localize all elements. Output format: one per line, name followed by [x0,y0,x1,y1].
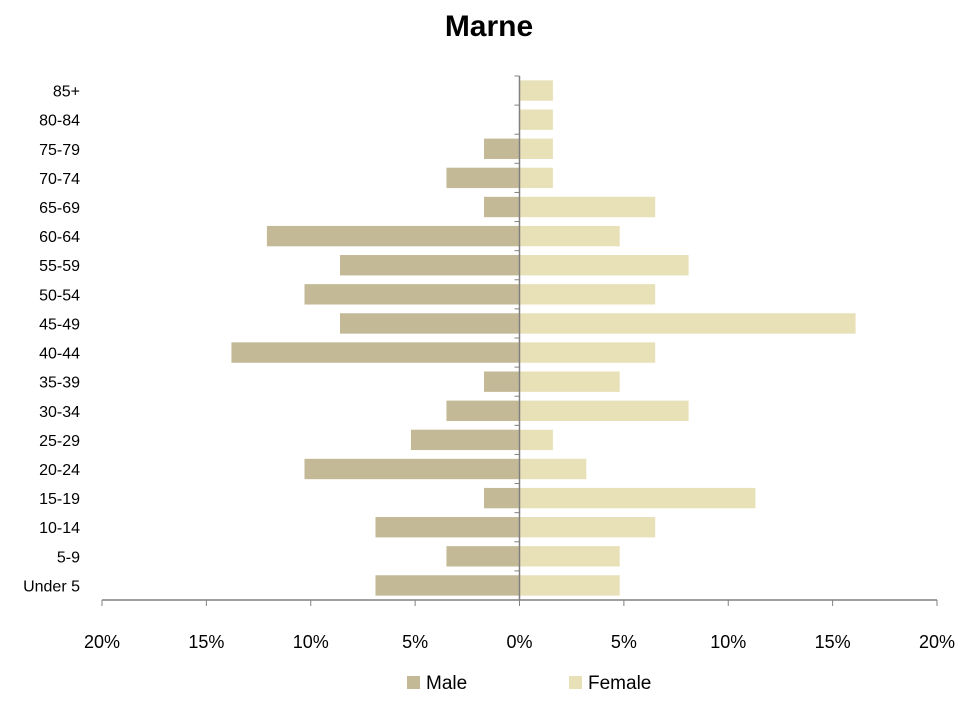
male-legend-swatch [407,676,420,689]
male-bar [304,284,520,305]
female-bar [519,167,553,189]
male-bar [339,313,520,334]
legend: Male Female [407,673,651,694]
female-bar [519,80,553,101]
y-tick-label: 30-34 [39,404,80,421]
female-legend-label: Female [588,673,651,694]
male-bar [484,196,520,218]
chart-title: Marne [445,10,533,43]
y-tick-label: 50-54 [39,287,80,304]
y-tick-label: 85+ [53,84,80,101]
male-bar [339,255,520,276]
male-bar [484,138,520,159]
x-tick-label: 5% [402,632,428,652]
female-legend-swatch [569,676,582,689]
female-bar [519,342,656,363]
male-bar [231,342,520,363]
female-bar [519,371,620,392]
female-bar [519,458,587,480]
x-tick-label: 0% [506,632,532,652]
female-bar [519,109,553,130]
y-tick-label: 75-79 [39,142,80,159]
female-bar [519,284,656,305]
y-tick-label: 80-84 [39,113,80,130]
axis-layer: Under 5 5-9 10-14 15-19 20-24 25-29 30-34 35-39… [23,75,955,652]
bars-layer [231,80,856,596]
x-tick-label: 10% [293,632,329,652]
female-bar [519,313,856,334]
y-tick-label: 65-69 [39,200,80,217]
y-tick-label: 20-24 [39,462,80,479]
female-bar [519,429,553,451]
female-bar [519,517,656,538]
y-tick-label: 45-49 [39,316,80,333]
x-tick-label: 15% [188,632,224,652]
female-bar [519,546,620,567]
y-tick-label: 35-39 [39,375,80,392]
x-tick-label: 20% [919,632,955,652]
male-bar [484,487,520,509]
x-tick-label: 5% [611,632,637,652]
female-bar [519,196,656,218]
x-tick-label: 20% [84,632,120,652]
male-bar [375,517,520,538]
male-bar [484,371,520,392]
female-bar [519,400,689,421]
male-bar [446,400,520,421]
female-bar [519,225,620,247]
y-tick-label: 55-59 [39,258,80,275]
x-tick-label: 15% [815,632,851,652]
male-bar [446,546,520,567]
female-bar [519,255,689,276]
female-bar [519,487,756,509]
male-bar [375,575,520,596]
y-tick-label: 40-44 [39,346,80,363]
male-legend-label: Male [426,673,467,694]
male-bar [446,167,520,189]
female-bar [519,575,620,596]
male-bar [304,458,520,480]
y-tick-label: 15-19 [39,491,80,508]
x-tick-label: 10% [710,632,746,652]
male-bar [266,225,520,247]
y-tick-label: 70-74 [39,171,80,188]
y-tick-label: 10-14 [39,520,80,537]
y-tick-label: 25-29 [39,433,80,450]
y-tick-label: Under 5 [23,578,80,595]
y-tick-label: 60-64 [39,229,80,246]
female-bar [519,138,553,159]
male-bar [410,429,520,451]
y-tick-label: 5-9 [57,549,80,566]
